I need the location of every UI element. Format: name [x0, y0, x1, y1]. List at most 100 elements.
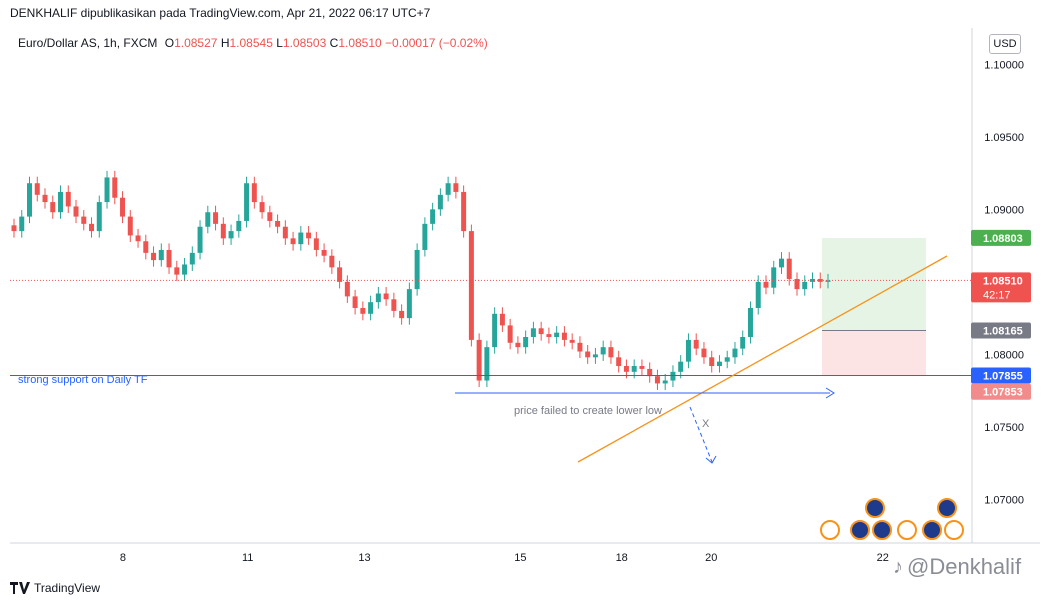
candle-body — [592, 354, 598, 358]
candle-body — [809, 278, 815, 282]
candle-body — [701, 348, 707, 358]
time-tick-label: 15 — [514, 552, 526, 564]
low-value: 1.08503 — [282, 36, 327, 50]
support-label-bg — [971, 367, 1031, 384]
candle-body — [321, 249, 327, 256]
publish-info: DENKHALIF dipublikasikan pada TradingVie… — [10, 6, 431, 20]
candle-body — [678, 361, 684, 372]
entry-label: 1.08165 — [983, 325, 1023, 337]
tv-logo-icon — [10, 582, 30, 594]
support-annotation: strong support on Daily TF — [18, 374, 148, 386]
candle-body — [763, 281, 769, 288]
candle-body — [228, 231, 234, 239]
tiktok-icon: ♪ — [893, 555, 903, 578]
candle-body — [662, 380, 668, 384]
target-zone — [822, 237, 926, 331]
candle-body — [492, 313, 498, 348]
time-tick-label: 13 — [358, 552, 370, 564]
candle-body — [298, 232, 304, 245]
price-tick-label: 1.10000 — [984, 59, 1024, 71]
candle-body — [825, 280, 831, 282]
open-value: 1.08527 — [174, 36, 218, 50]
candle-body — [120, 197, 126, 217]
time-tick-label: 18 — [616, 552, 628, 564]
candle-body — [554, 332, 560, 337]
candle-body — [189, 252, 195, 265]
brand-text: TradingView — [34, 581, 101, 595]
candle-body — [182, 264, 188, 275]
candle-body — [802, 281, 808, 290]
candle-body — [127, 216, 133, 236]
candle-body — [58, 191, 64, 213]
candle-body — [313, 238, 319, 250]
us-flag-icon — [820, 520, 840, 540]
close-label: C — [329, 36, 339, 50]
tradingview-logo[interactable]: TradingView — [10, 581, 100, 595]
candle-body — [344, 281, 350, 297]
price-labels: 1.08803 1.08510 42:17 1.08165 1.07855 1.07853 — [971, 229, 1031, 400]
candle-body — [96, 202, 102, 232]
candle-body — [445, 183, 451, 195]
candle-body — [732, 348, 738, 358]
close-value: 1.08510 — [338, 36, 382, 50]
open-label: O — [164, 36, 175, 50]
candle-body — [709, 357, 715, 367]
candle-body — [654, 376, 660, 384]
eu-flag-icon — [937, 498, 957, 518]
price-axis: 1.10000 1.09500 1.09000 1.08500 1.08000 1.075… — [984, 59, 1024, 506]
candle-body — [461, 191, 467, 232]
candle-body — [631, 366, 637, 372]
candle-body — [383, 293, 389, 300]
candle-body — [213, 212, 219, 224]
eu-flag-icon — [872, 520, 892, 540]
stop-zone — [822, 330, 926, 376]
low-label: L — [276, 36, 283, 50]
symbol-legend: Euro/Dollar AS, 1h, FXCM O1.08527 H1.085… — [18, 36, 488, 50]
time-tick-label: 20 — [705, 552, 717, 564]
candle-body — [112, 177, 118, 198]
stop-loss-label-bg — [971, 383, 1031, 400]
price-tick-label: 1.07000 — [984, 494, 1024, 506]
candle-body — [368, 302, 374, 314]
lower-low-arrow-head — [825, 387, 835, 399]
candle-body — [569, 339, 575, 343]
candle-body — [220, 223, 226, 239]
candle-body — [174, 267, 180, 275]
candle-body — [623, 366, 629, 372]
us-flag-icon — [944, 520, 964, 540]
currency-button[interactable]: USD — [989, 34, 1021, 54]
support-label: 1.07855 — [983, 370, 1023, 382]
eu-flag-icon — [922, 520, 942, 540]
time-tick-label: 11 — [242, 552, 253, 564]
candle-body — [19, 216, 25, 232]
candle-body — [352, 296, 358, 308]
candle-body — [468, 231, 474, 340]
last-price-label-bg — [971, 272, 1031, 303]
candle-body — [251, 183, 257, 203]
economic-events[interactable] — [820, 498, 964, 540]
candle-body — [267, 212, 273, 221]
candle-body — [65, 191, 71, 207]
candle-body — [786, 258, 792, 279]
candle-body — [42, 194, 48, 203]
price-tick-label: 1.09500 — [984, 132, 1024, 144]
candle-body — [778, 258, 784, 268]
candle-body — [484, 347, 490, 381]
candle-body — [647, 368, 653, 377]
candle-body — [794, 278, 800, 290]
candle-body — [546, 334, 552, 337]
price-tick-label: 1.07500 — [984, 422, 1024, 434]
candle-body — [771, 267, 777, 288]
take-profit-label: 1.08803 — [983, 233, 1023, 245]
last-price-label: 1.08510 — [983, 275, 1023, 287]
candle-body — [158, 249, 164, 261]
candle-body — [755, 281, 761, 308]
candle-body — [453, 183, 459, 192]
candle-body — [89, 223, 95, 232]
candle-body — [34, 183, 40, 195]
candle-body — [685, 339, 691, 362]
us-flag-icon — [897, 520, 917, 540]
trend-line — [577, 255, 948, 463]
candle-body — [135, 235, 141, 242]
